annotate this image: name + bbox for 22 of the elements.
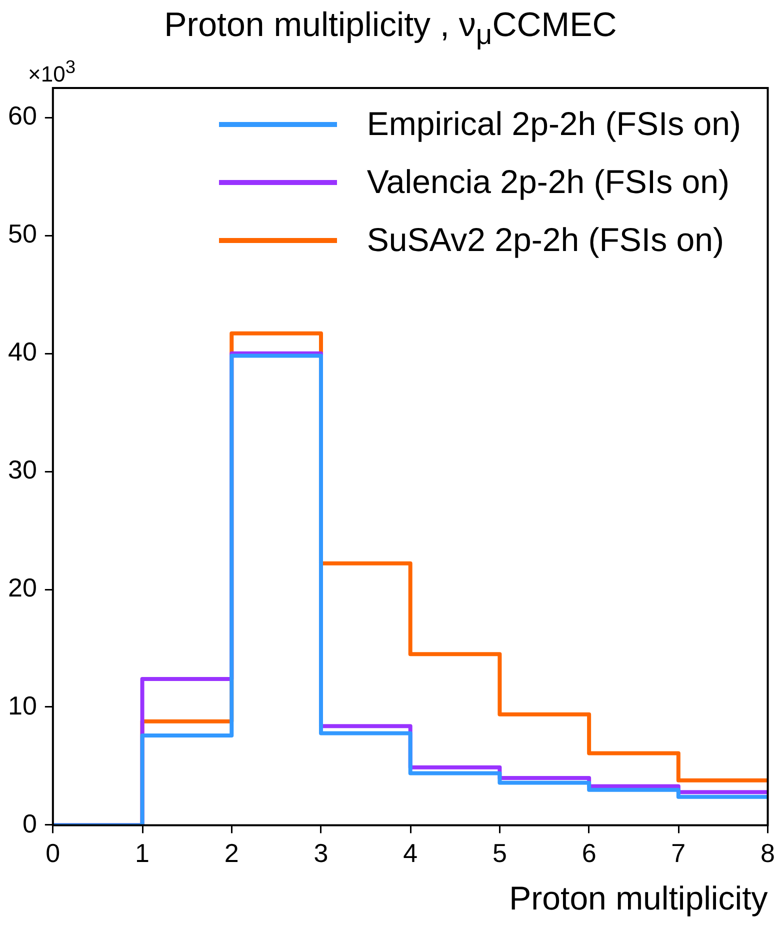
legend-label: SuSAv2 2p-2h (FSIs on) (366, 221, 724, 259)
x-tick-label: 5 (492, 838, 507, 868)
y-tick-label: 60 (8, 100, 37, 131)
x-tick-label: 2 (224, 838, 239, 868)
chart-title: Proton multiplicity , ν$_{μ}$CCMEC (163, 6, 618, 52)
x-tick-label: 4 (403, 838, 418, 868)
legend-label: Empirical 2p-2h (FSIs on) (366, 105, 741, 143)
x-axis-title: Proton multiplicity (509, 879, 768, 916)
y-tick-label: 20 (8, 572, 37, 602)
y-tick-label: 30 (8, 454, 37, 485)
x-tick-label: 1 (135, 838, 150, 868)
y-tick-label: 40 (8, 336, 37, 367)
x-tick-label: 7 (671, 838, 686, 868)
x-tick-label: 8 (760, 838, 776, 868)
x-tick-label: 6 (582, 838, 596, 868)
y-tick-label: 0 (22, 808, 37, 838)
text: ×10$^{3}$ (28, 56, 76, 88)
x-tick-label: 3 (314, 838, 328, 868)
y-tick-label: 10 (8, 690, 37, 720)
y-tick-label: 50 (8, 218, 37, 249)
x-tick-label: 0 (46, 838, 60, 868)
legend-label: Valencia 2p-2h (FSIs on) (366, 163, 730, 201)
